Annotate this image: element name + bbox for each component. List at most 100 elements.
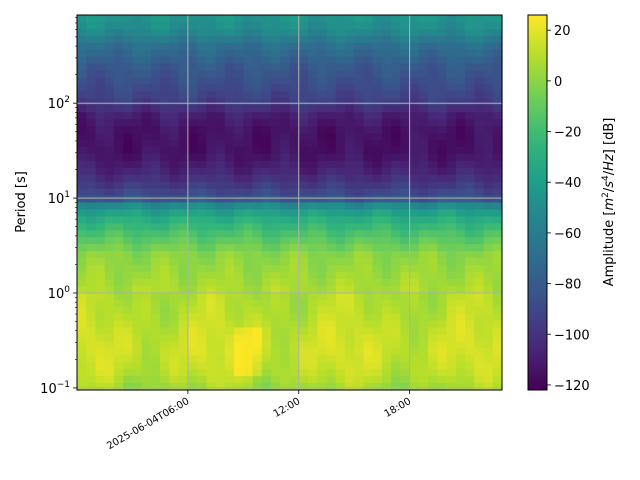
heatmap-cell (243, 84, 254, 92)
heatmap-cell (206, 278, 217, 287)
heatmap-cell (381, 292, 392, 301)
heatmap-cell (132, 355, 143, 363)
heatmap-cell (372, 383, 383, 391)
heatmap-cell (178, 320, 189, 329)
heatmap-cell (409, 244, 420, 252)
heatmap-cell (446, 28, 457, 37)
heatmap-cell (381, 160, 392, 169)
heatmap-cell (298, 244, 309, 252)
heatmap-cell (141, 146, 152, 155)
heatmap-cell (326, 28, 337, 37)
heatmap-cell (428, 202, 438, 211)
heatmap-cell (113, 15, 124, 23)
heatmap-cell (446, 112, 457, 120)
heatmap-cell (381, 181, 392, 190)
heatmap-cell (206, 355, 217, 363)
heatmap-cell (86, 258, 97, 266)
heatmap-cell (465, 15, 475, 23)
heatmap-cell (141, 383, 152, 391)
heatmap-cell (160, 341, 170, 349)
heatmap-cell (289, 327, 300, 336)
heatmap-cell (280, 237, 291, 245)
heatmap-cell (234, 306, 244, 315)
heatmap-cell (206, 195, 217, 204)
heatmap-cell (455, 383, 466, 391)
heatmap-cell (224, 230, 235, 238)
heatmap-cell (446, 21, 457, 30)
heatmap-cell (178, 209, 189, 217)
heatmap-cell (317, 63, 328, 72)
heatmap-cell (335, 195, 346, 204)
heatmap-cell (104, 369, 115, 377)
heatmap-cell (86, 35, 97, 44)
heatmap-cell (317, 42, 328, 51)
heatmap-cell (492, 28, 503, 37)
heatmap-cell (465, 265, 475, 273)
heatmap-cell (150, 223, 161, 231)
heatmap-cell (187, 35, 198, 44)
heatmap-cell (354, 105, 365, 113)
heatmap-cell (418, 146, 429, 155)
heatmap-cell (104, 105, 115, 113)
heatmap-cell (252, 105, 263, 113)
heatmap-cell (437, 285, 448, 294)
heatmap-cell (474, 258, 485, 266)
heatmap-cell (123, 306, 134, 315)
heatmap-cell (317, 202, 328, 211)
heatmap-cell (317, 341, 328, 349)
heatmap-cell (123, 258, 134, 266)
heatmap-cell (169, 160, 180, 169)
heatmap-cell (289, 160, 300, 169)
heatmap-cell (381, 188, 392, 197)
heatmap-cell (446, 369, 457, 377)
heatmap-cell (344, 160, 355, 169)
heatmap-cell (234, 369, 244, 377)
heatmap-cell (289, 98, 300, 106)
heatmap-cell (326, 320, 337, 329)
heatmap-cell (289, 167, 300, 176)
heatmap-cell (474, 146, 485, 155)
heatmap-cell (123, 313, 134, 322)
heatmap-cell (400, 153, 411, 162)
heatmap-cell (363, 140, 374, 148)
heatmap-cell (160, 56, 170, 65)
heatmap-cell (483, 383, 494, 391)
heatmap-cell (317, 84, 328, 92)
heatmap-cell (298, 49, 309, 58)
heatmap-cell (169, 209, 180, 217)
heatmap-cell (77, 258, 87, 266)
heatmap-cell (289, 174, 300, 183)
heatmap-cell (224, 348, 235, 356)
heatmap-cell (381, 77, 392, 86)
heatmap-cell (455, 98, 466, 106)
heatmap-cell (428, 15, 438, 23)
heatmap-cell (95, 341, 106, 349)
heatmap-cell (224, 174, 235, 183)
heatmap-cell (465, 195, 475, 204)
heatmap-cell (141, 292, 152, 301)
heatmap-cell (160, 126, 170, 134)
heatmap-cell (455, 35, 466, 44)
heatmap-cell (86, 160, 97, 169)
heatmap-cell (409, 334, 420, 342)
heatmap-cell (307, 42, 318, 51)
heatmap-cell (261, 174, 272, 183)
heatmap-cell (391, 35, 401, 44)
heatmap-cell (474, 244, 485, 252)
heatmap-cell (187, 285, 198, 294)
heatmap-cell (437, 77, 448, 86)
heatmap-cell (391, 244, 401, 252)
heatmap-cell (409, 299, 420, 308)
heatmap-cell (289, 265, 300, 273)
heatmap-cell (455, 251, 466, 259)
heatmap-cell (95, 285, 106, 294)
heatmap-cell (483, 327, 494, 336)
heatmap-cell (465, 258, 475, 266)
heatmap-cell (252, 244, 263, 252)
heatmap-cell (169, 341, 180, 349)
heatmap-cell (363, 35, 374, 44)
heatmap-cell (465, 35, 475, 44)
heatmap-cell (363, 292, 374, 301)
heatmap-cell (280, 21, 291, 30)
